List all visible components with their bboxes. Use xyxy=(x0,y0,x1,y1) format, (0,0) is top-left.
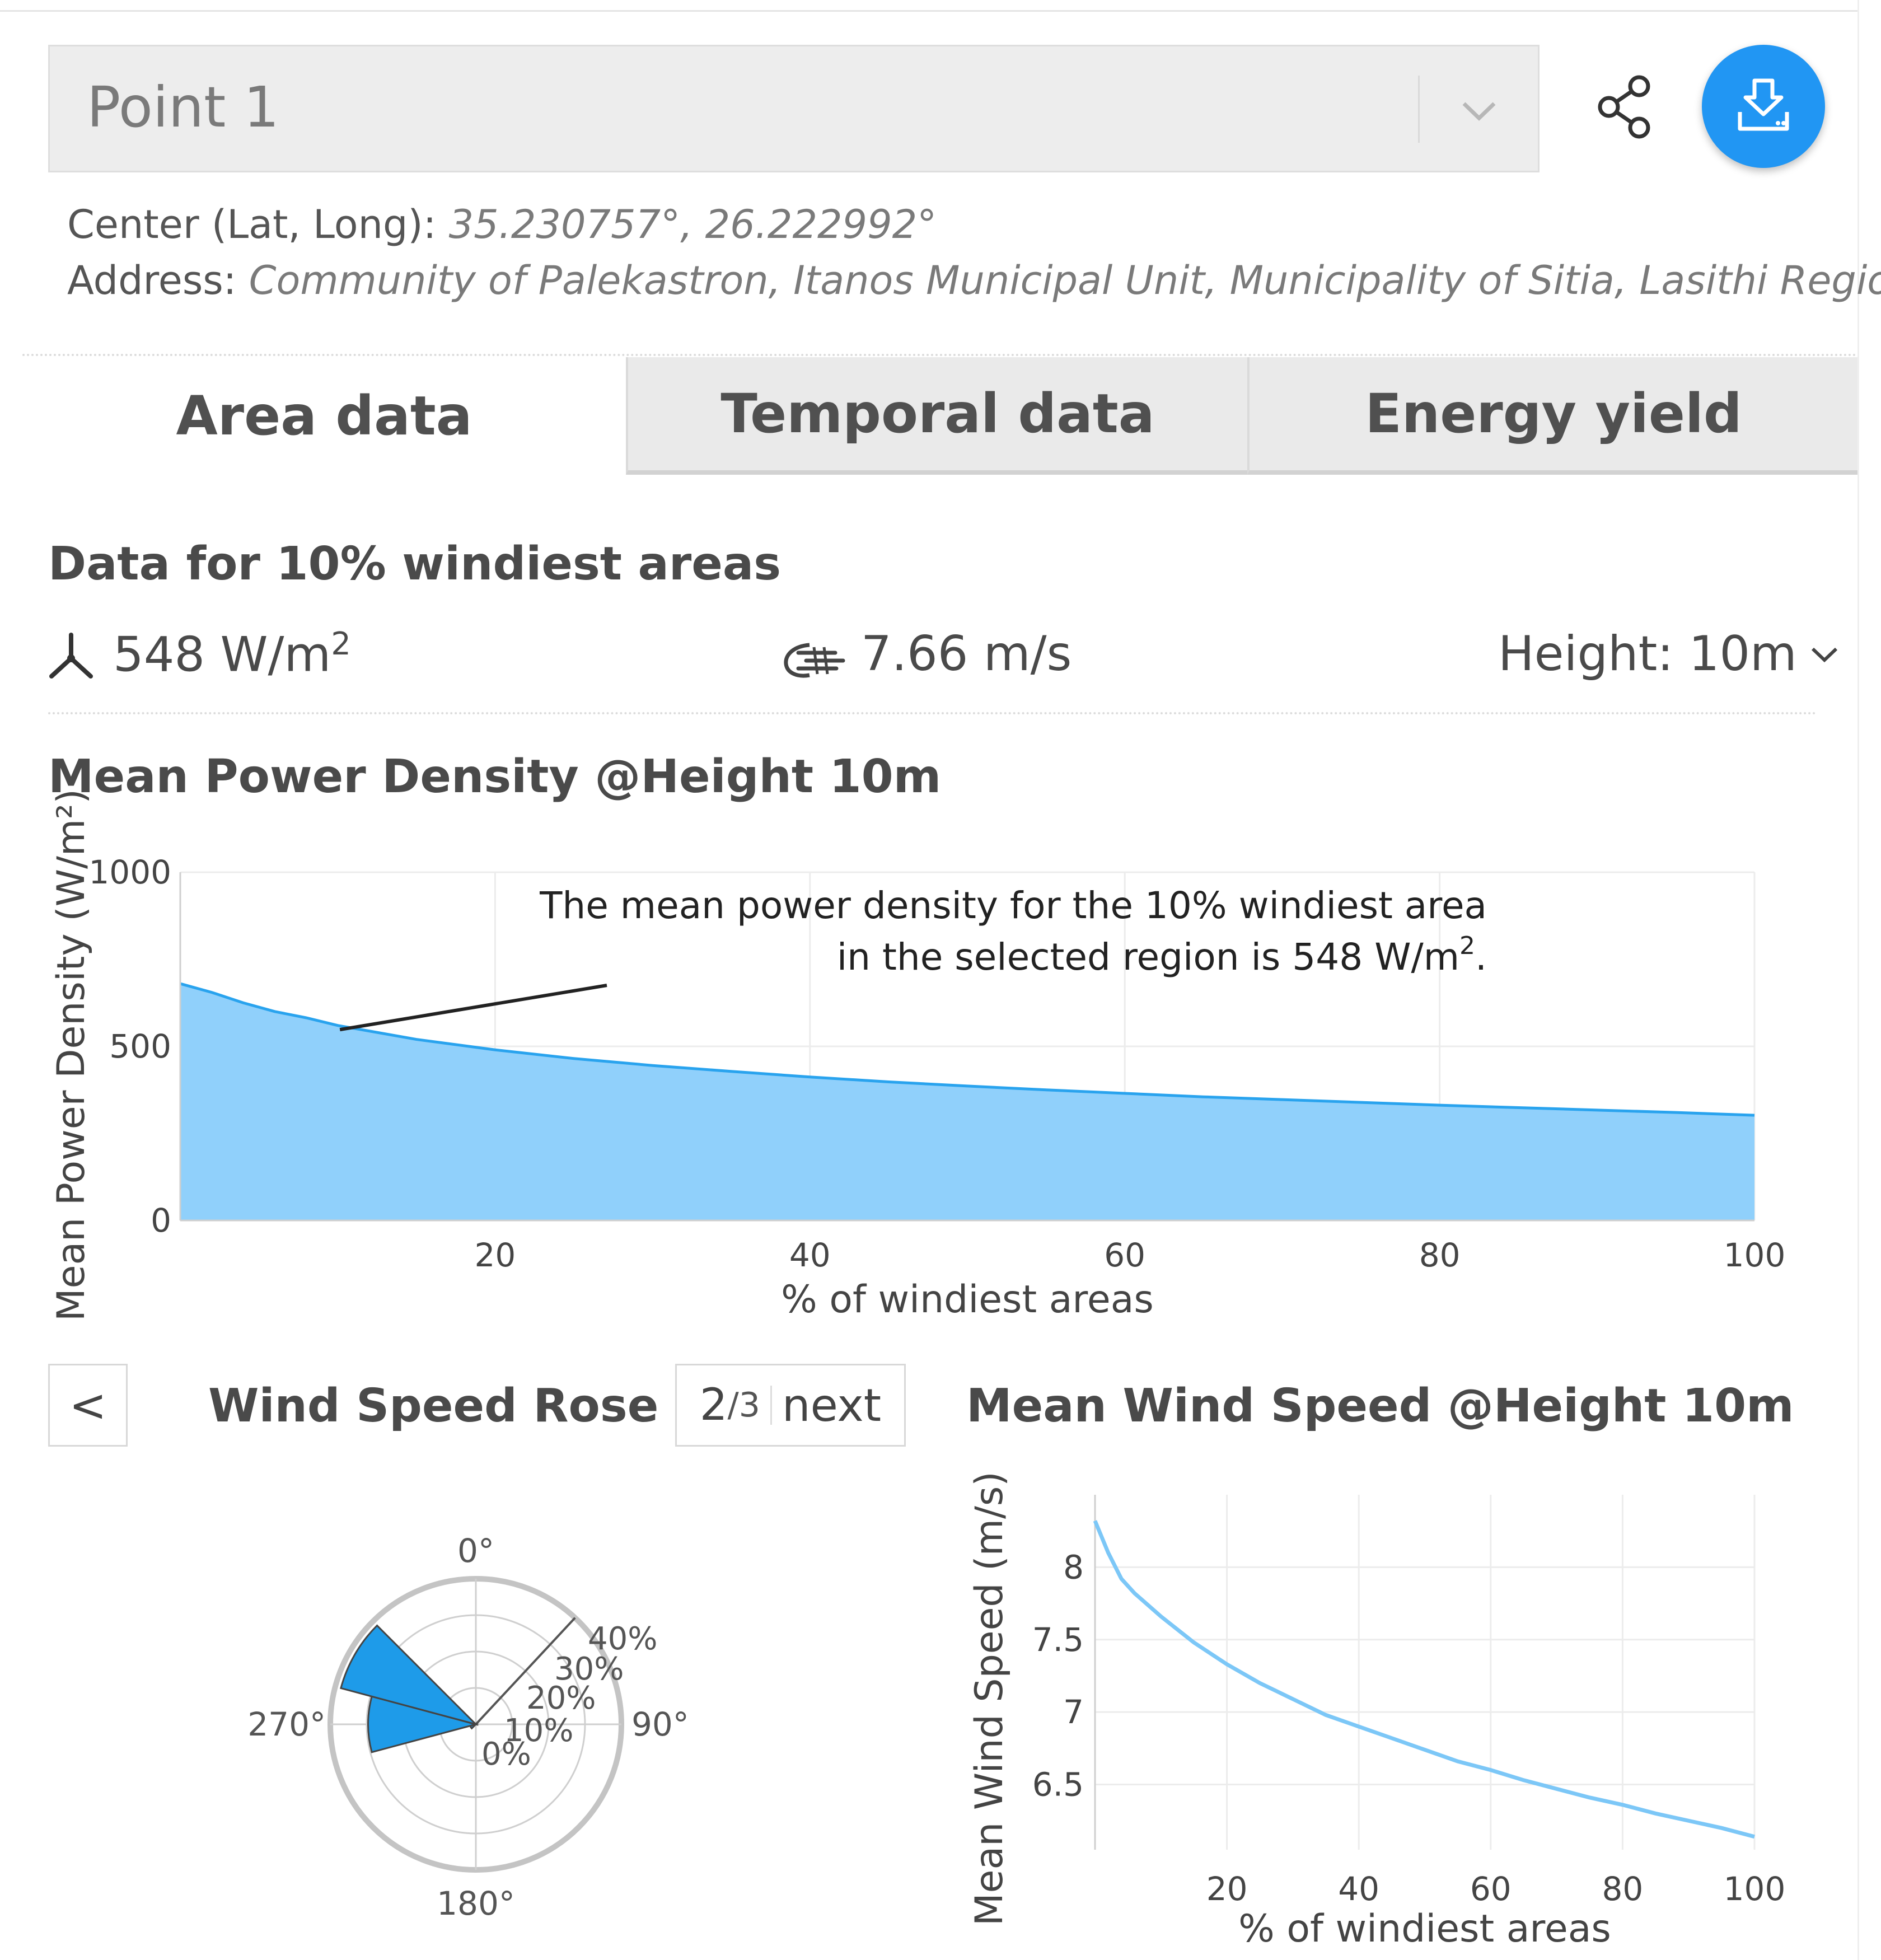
center-value: 35.230757°, 26.222992° xyxy=(448,202,937,247)
rose-radial-tick-label: 30% xyxy=(554,1651,624,1687)
select-divider xyxy=(1418,76,1420,143)
rose-angle-label: 270° xyxy=(247,1705,326,1743)
rose-radial-axis xyxy=(475,1617,576,1725)
rose-sector xyxy=(340,1624,479,1726)
top-divider xyxy=(0,10,1859,12)
power-area-fill xyxy=(180,984,1754,1220)
power-annotation-line1: The mean power density for the 10% windi… xyxy=(539,884,1487,927)
power-x-tick-label: 20 xyxy=(474,1236,516,1274)
wind-turbine-icon xyxy=(49,633,93,679)
wind-y-tick-label: 7.5 xyxy=(1032,1621,1084,1659)
section-divider xyxy=(22,354,1857,356)
wind-speed-icon xyxy=(784,643,845,678)
power-annotation-arrow xyxy=(339,984,607,1032)
power-density-stat: 548 W/m2 xyxy=(113,626,351,683)
rose-title: Wind Speed Rose xyxy=(208,1379,659,1433)
pager-current: 2 xyxy=(699,1380,728,1430)
prev-chart-button[interactable]: < xyxy=(48,1364,128,1447)
wind-x-tick-label: 40 xyxy=(1338,1870,1379,1908)
download-button[interactable] xyxy=(1702,45,1825,168)
power-x-tick-label: 40 xyxy=(789,1236,831,1274)
wind-x-tick-label: 100 xyxy=(1724,1870,1786,1908)
rose-radial-tick-label: 20% xyxy=(526,1680,596,1716)
right-border xyxy=(1857,0,1859,1960)
center-coordinates: Center (Lat, Long): 35.230757°, 26.22299… xyxy=(67,202,937,247)
power-area-line xyxy=(180,982,1755,1117)
power-density-value: 548 W/m xyxy=(113,626,331,683)
rose-angle-label: 180° xyxy=(437,1884,515,1922)
tab-area-data[interactable]: Area data xyxy=(22,357,626,475)
power-y-tick-label: 0 xyxy=(151,1201,171,1239)
wind-speed-line xyxy=(1093,1520,1755,1839)
power-y-axis-label: Mean Power Density (W/m²) xyxy=(49,789,93,1321)
wind-x-tick-label: 60 xyxy=(1470,1870,1512,1908)
power-x-tick-label: 60 xyxy=(1104,1236,1145,1274)
summary-divider xyxy=(48,712,1817,714)
rose-radial-tick-label: 10% xyxy=(504,1713,573,1749)
wind-y-tick-label: 6.5 xyxy=(1032,1766,1084,1804)
rose-angle-label: 0° xyxy=(457,1532,494,1570)
center-label: Center (Lat, Long): xyxy=(67,202,437,247)
wind-y-tick-label: 8 xyxy=(1063,1548,1084,1586)
wind-x-tick-label: 20 xyxy=(1206,1870,1248,1908)
height-chevron-icon xyxy=(1811,647,1837,663)
power-x-tick-label: 100 xyxy=(1724,1236,1786,1274)
tab-area-data-label: Area data xyxy=(176,385,472,447)
address-label: Address: xyxy=(67,258,237,303)
address: Address: Community of Palekastron, Itano… xyxy=(67,258,1881,303)
chevron-down-icon[interactable] xyxy=(1454,86,1504,136)
share-icon[interactable] xyxy=(1593,74,1655,140)
pager-divider xyxy=(770,1386,772,1425)
pager-total: /3 xyxy=(727,1386,760,1425)
prev-chart-label: < xyxy=(69,1379,107,1432)
tab-temporal-data-label: Temporal data xyxy=(720,382,1155,445)
address-value: Community of Palekastron, Itanos Municip… xyxy=(249,258,1881,303)
power-x-tick-label: 80 xyxy=(1419,1236,1461,1274)
power-y-tick-label: 1000 xyxy=(88,853,171,891)
tab-energy-yield[interactable]: Energy yield xyxy=(1247,357,1857,475)
rose-radial-tick-label: 0% xyxy=(481,1736,531,1772)
tab-energy-yield-label: Energy yield xyxy=(1365,382,1742,445)
rose-angle-label: 90° xyxy=(631,1705,689,1743)
wind-speed-value: 7.66 m/s xyxy=(861,626,1072,682)
point-select-value: Point 1 xyxy=(87,74,279,140)
power-density-sup: 2 xyxy=(331,626,351,662)
power-annotation-line2: in the selected region is 548 W/m2. xyxy=(837,932,1487,979)
power-x-axis-label: % of windiest areas xyxy=(781,1278,1154,1322)
wind-y-axis-label: Mean Wind Speed (m/s) xyxy=(967,1471,1012,1926)
rose-sector xyxy=(367,1695,479,1753)
height-selector-label: Height: 10m xyxy=(1498,626,1797,682)
rose-radial-tick-label: 40% xyxy=(588,1621,657,1657)
wind-x-tick-label: 80 xyxy=(1602,1870,1643,1908)
height-selector[interactable]: Height: 10m xyxy=(1498,626,1844,682)
download-icon xyxy=(1738,78,1789,131)
point-select[interactable]: Point 1 xyxy=(48,45,1540,172)
summary-title: Data for 10% windiest areas xyxy=(48,537,782,591)
wind-y-tick-label: 7 xyxy=(1063,1693,1084,1731)
pager-box[interactable]: 2 /3 next xyxy=(675,1364,906,1447)
next-chart-button[interactable]: next xyxy=(782,1379,882,1432)
power-chart-title: Mean Power Density @Height 10m xyxy=(48,750,942,803)
wind-x-axis-label: % of windiest areas xyxy=(1238,1907,1611,1951)
wind-speed-chart-title: Mean Wind Speed @Height 10m xyxy=(966,1379,1794,1433)
tab-temporal-data[interactable]: Temporal data xyxy=(626,357,1247,475)
power-y-tick-label: 500 xyxy=(109,1027,171,1065)
